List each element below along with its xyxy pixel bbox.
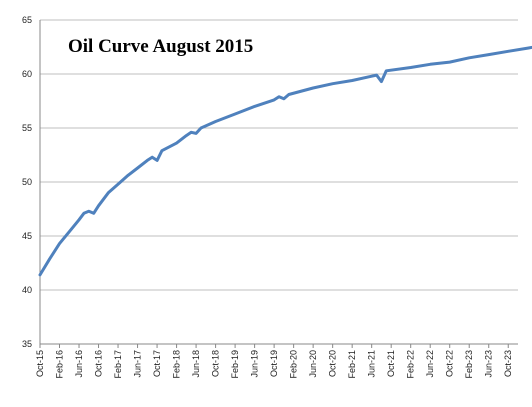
x-tick-label: Jun-16 bbox=[74, 350, 84, 378]
y-tick-label: 50 bbox=[22, 177, 32, 187]
x-tick-label: Oct-23 bbox=[503, 350, 513, 377]
x-tick-label: Oct-22 bbox=[445, 350, 455, 377]
x-tick-label: Feb-19 bbox=[230, 350, 240, 379]
x-tick-label: Jun-21 bbox=[367, 350, 377, 378]
x-tick-label: Jun-19 bbox=[250, 350, 260, 378]
x-tick-label: Oct-20 bbox=[328, 350, 338, 377]
x-tick-label: Feb-22 bbox=[406, 350, 416, 379]
y-tick-labels: 35 40 45 50 55 60 65 bbox=[22, 15, 32, 349]
y-tick-label: 35 bbox=[22, 339, 32, 349]
x-tick-label: Oct-17 bbox=[152, 350, 162, 377]
x-tick-labels: Oct-15 Feb-16 Jun-16 Oct-16 Feb-17 Jun-17 Oct-… bbox=[35, 344, 513, 379]
x-tick-label: Feb-23 bbox=[464, 350, 474, 379]
x-tick-label: Oct-18 bbox=[211, 350, 221, 377]
x-tick-label: Oct-21 bbox=[386, 350, 396, 377]
x-tick-label: Jun-20 bbox=[308, 350, 318, 378]
x-tick-label: Jun-23 bbox=[484, 350, 494, 378]
y-tick-label: 40 bbox=[22, 285, 32, 295]
x-tick-label: Oct-16 bbox=[94, 350, 104, 377]
x-tick-label: Feb-18 bbox=[172, 350, 182, 379]
y-tick-label: 45 bbox=[22, 231, 32, 241]
y-tick-label: 55 bbox=[22, 123, 32, 133]
chart-title: Oil Curve August 2015 bbox=[68, 36, 253, 57]
y-tick-label: 65 bbox=[22, 15, 32, 25]
y-tick-label: 60 bbox=[22, 69, 32, 79]
x-tick-label: Feb-21 bbox=[347, 350, 357, 379]
x-tick-label: Jun-22 bbox=[425, 350, 435, 378]
x-tick-label: Jun-17 bbox=[133, 350, 143, 378]
x-tick-label: Oct-15 bbox=[35, 350, 45, 377]
x-tick-label: Jun-18 bbox=[191, 350, 201, 378]
x-tick-label: Feb-20 bbox=[289, 350, 299, 379]
x-tick-label: Oct-19 bbox=[269, 350, 279, 377]
x-tick-label: Feb-16 bbox=[55, 350, 65, 379]
gridlines bbox=[40, 19, 518, 291]
series-line bbox=[38, 45, 532, 277]
x-tick-label: Feb-17 bbox=[113, 350, 123, 379]
